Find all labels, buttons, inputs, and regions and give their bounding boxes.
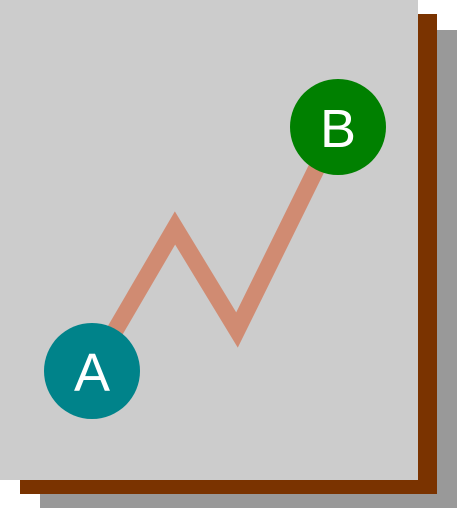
node-a-circle xyxy=(44,323,140,419)
node-b: B xyxy=(290,79,386,175)
route-line xyxy=(84,123,345,375)
node-b-label: B xyxy=(320,99,356,159)
node-b-circle xyxy=(290,79,386,175)
node-a: A xyxy=(44,323,140,419)
node-a-label: A xyxy=(74,343,110,403)
